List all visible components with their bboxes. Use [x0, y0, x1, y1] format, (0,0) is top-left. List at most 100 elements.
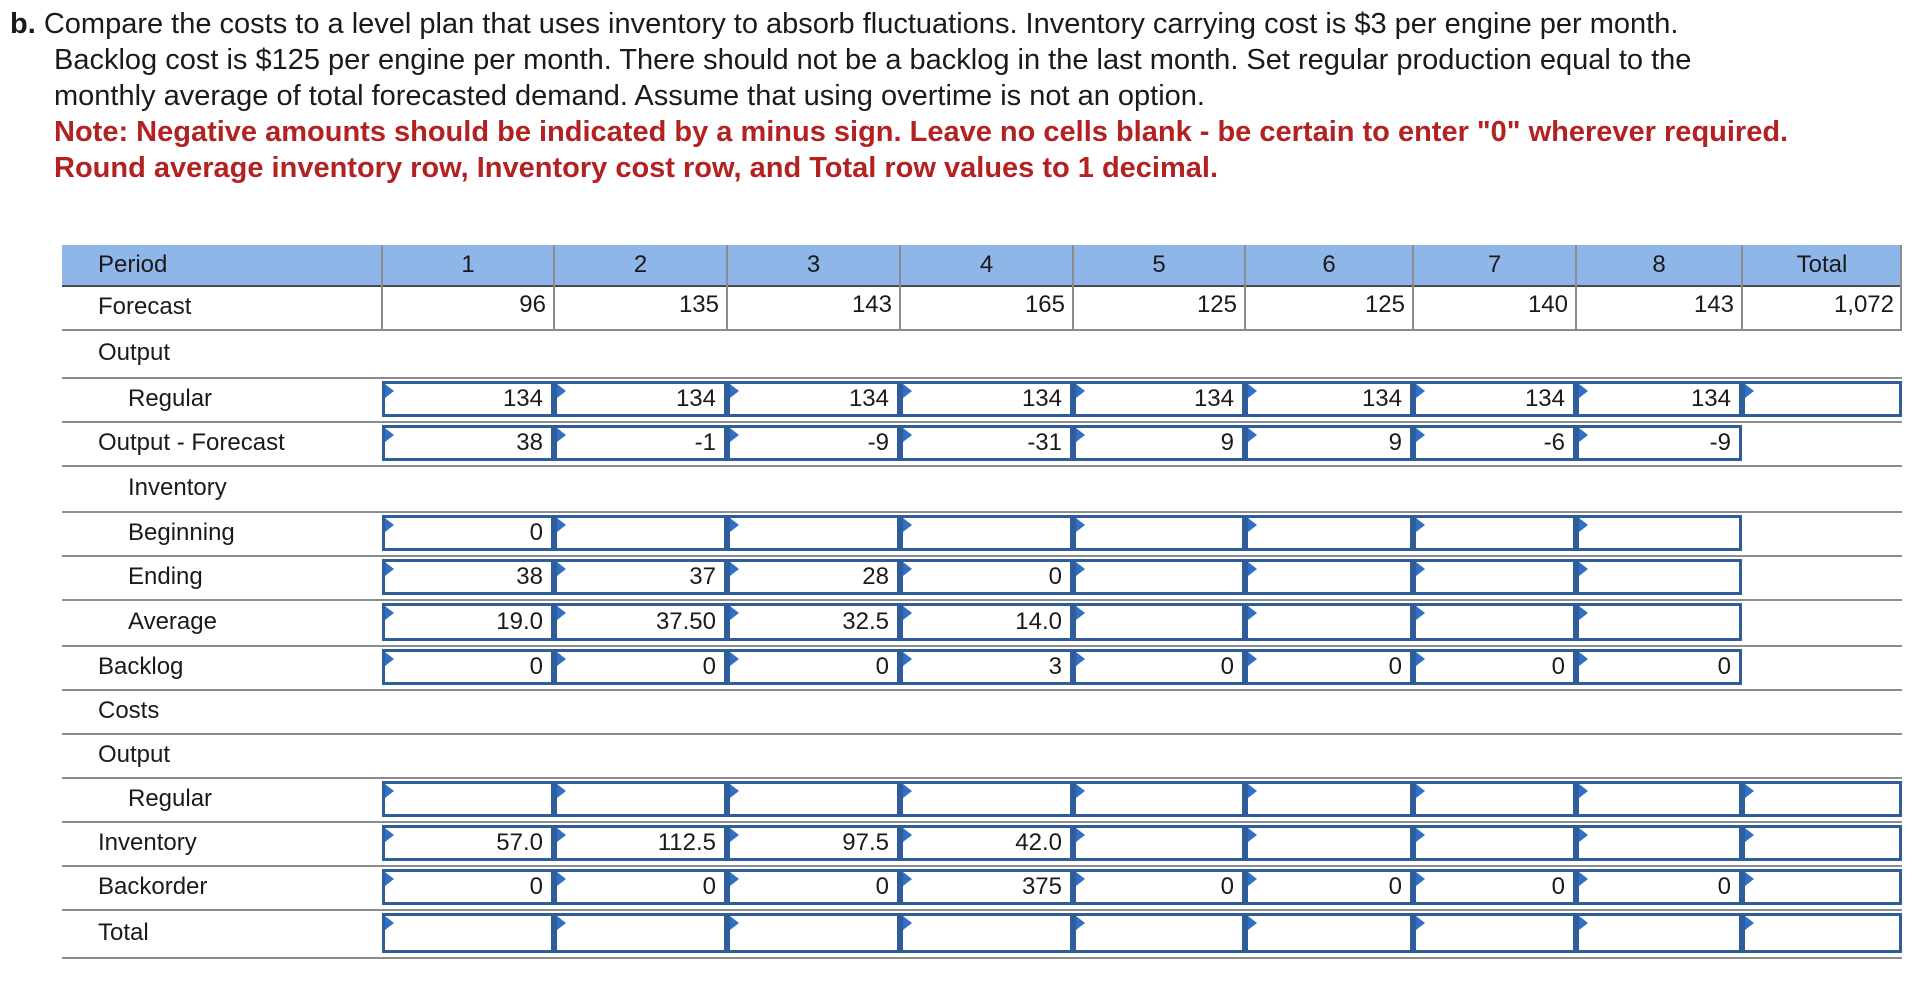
backlog-input-8[interactable]: 0	[1576, 649, 1742, 685]
forecast-value-6: 125	[1364, 291, 1405, 318]
beginning-input-7[interactable]	[1413, 515, 1576, 551]
ending-input-5[interactable]	[1073, 559, 1245, 595]
table-row-header: Period 1 2 3 4 5 6 7 8 Total	[62, 245, 1902, 287]
inventory-cost-input-3[interactable]: 97.5	[727, 825, 900, 861]
inventory-cost-input-2[interactable]: 112.5	[554, 825, 727, 861]
costs-regular-input-4[interactable]	[900, 781, 1073, 817]
inventory-cost-input-4[interactable]: 42.0	[900, 825, 1073, 861]
backorder-cost-input-1[interactable]: 0	[382, 869, 554, 905]
table-row-output-minus-forecast: Output - Forecast 38 -1 -9 -31 9 9 -6 -9	[62, 421, 1902, 467]
backlog-input-4[interactable]: 3	[900, 649, 1073, 685]
output-minus-forecast-input-8[interactable]: -9	[1576, 425, 1742, 461]
backlog-input-2[interactable]: 0	[554, 649, 727, 685]
question-line-3: monthly average of total forecasted dema…	[54, 80, 1205, 112]
beginning-input-5[interactable]	[1073, 515, 1245, 551]
beginning-input-1[interactable]: 0	[382, 515, 554, 551]
costs-regular-input-3[interactable]	[727, 781, 900, 817]
output-section-label: Output	[98, 339, 171, 366]
regular-input-2[interactable]: 134	[554, 381, 727, 417]
regular-input-4[interactable]: 134	[900, 381, 1073, 417]
total-input-3[interactable]	[727, 913, 900, 953]
costs-regular-input-6[interactable]	[1245, 781, 1413, 817]
output-minus-forecast-input-5[interactable]: 9	[1073, 425, 1245, 461]
output-minus-forecast-input-7[interactable]: -6	[1413, 425, 1576, 461]
average-input-6[interactable]	[1245, 603, 1413, 641]
backorder-cost-input-7[interactable]: 0	[1413, 869, 1576, 905]
costs-regular-input-5[interactable]	[1073, 781, 1245, 817]
table-right-edge	[1900, 245, 1902, 329]
regular-input-5[interactable]: 134	[1073, 381, 1245, 417]
output-minus-forecast-input-1[interactable]: 38	[382, 425, 554, 461]
total-input-1[interactable]	[382, 913, 554, 953]
average-input-8[interactable]	[1576, 603, 1742, 641]
costs-regular-input-1[interactable]	[382, 781, 554, 817]
inventory-cost-input-5[interactable]	[1073, 825, 1245, 861]
ending-input-3[interactable]: 28	[727, 559, 900, 595]
question-line-2: Backlog cost is $125 per engine per mont…	[54, 44, 1692, 76]
forecast-value-2: 135	[678, 291, 719, 318]
ending-input-1[interactable]: 38	[382, 559, 554, 595]
backlog-input-1[interactable]: 0	[382, 649, 554, 685]
backorder-cost-input-4[interactable]: 375	[900, 869, 1073, 905]
backlog-input-5[interactable]: 0	[1073, 649, 1245, 685]
beginning-input-6[interactable]	[1245, 515, 1413, 551]
period-header-6: 6	[1322, 251, 1336, 278]
average-label: Average	[128, 608, 217, 635]
backorder-cost-input-6[interactable]: 0	[1245, 869, 1413, 905]
beginning-input-3[interactable]	[727, 515, 900, 551]
beginning-input-4[interactable]	[900, 515, 1073, 551]
regular-input-1[interactable]: 134	[382, 381, 554, 417]
backorder-cost-input-5[interactable]: 0	[1073, 869, 1245, 905]
inventory-cost-input-7[interactable]	[1413, 825, 1576, 861]
ending-input-8[interactable]	[1576, 559, 1742, 595]
total-input-6[interactable]	[1245, 913, 1413, 953]
column-divider-7	[1412, 245, 1414, 329]
question-line-1-text: Compare the costs to a level plan that u…	[43, 8, 1679, 40]
backlog-input-3[interactable]: 0	[727, 649, 900, 685]
average-input-5[interactable]	[1073, 603, 1245, 641]
inventory-cost-input-6[interactable]	[1245, 825, 1413, 861]
output-minus-forecast-input-3[interactable]: -9	[727, 425, 900, 461]
costs-regular-input-7[interactable]	[1413, 781, 1576, 817]
total-total-input[interactable]	[1742, 913, 1902, 953]
inventory-cost-input-8[interactable]	[1576, 825, 1742, 861]
backlog-input-6[interactable]: 0	[1245, 649, 1413, 685]
costs-regular-total-input[interactable]	[1742, 781, 1902, 817]
output-minus-forecast-input-6[interactable]: 9	[1245, 425, 1413, 461]
beginning-input-2[interactable]	[554, 515, 727, 551]
question-text: b. Compare the costs to a level plan tha…	[10, 6, 1910, 186]
output-minus-forecast-input-4[interactable]: -31	[900, 425, 1073, 461]
ending-input-2[interactable]: 37	[554, 559, 727, 595]
ending-input-7[interactable]	[1413, 559, 1576, 595]
average-input-4[interactable]: 14.0	[900, 603, 1073, 641]
ending-input-4[interactable]: 0	[900, 559, 1073, 595]
note-line-2: Round average inventory row, Inventory c…	[54, 152, 1219, 184]
regular-input-8[interactable]: 134	[1576, 381, 1742, 417]
average-input-1[interactable]: 19.0	[382, 603, 554, 641]
output-minus-forecast-input-2[interactable]: -1	[554, 425, 727, 461]
average-input-2[interactable]: 37.50	[554, 603, 727, 641]
backorder-cost-total-input[interactable]	[1742, 869, 1902, 905]
total-input-4[interactable]	[900, 913, 1073, 953]
regular-total-input[interactable]	[1742, 381, 1902, 417]
forecast-value-1: 96	[519, 291, 546, 318]
inventory-cost-input-1[interactable]: 57.0	[382, 825, 554, 861]
ending-input-6[interactable]	[1245, 559, 1413, 595]
backorder-cost-input-8[interactable]: 0	[1576, 869, 1742, 905]
total-input-7[interactable]	[1413, 913, 1576, 953]
costs-regular-input-8[interactable]	[1576, 781, 1742, 817]
costs-regular-input-2[interactable]	[554, 781, 727, 817]
beginning-input-8[interactable]	[1576, 515, 1742, 551]
backlog-input-7[interactable]: 0	[1413, 649, 1576, 685]
backorder-cost-input-2[interactable]: 0	[554, 869, 727, 905]
regular-input-3[interactable]: 134	[727, 381, 900, 417]
total-input-2[interactable]	[554, 913, 727, 953]
regular-input-7[interactable]: 134	[1413, 381, 1576, 417]
average-input-7[interactable]	[1413, 603, 1576, 641]
average-input-3[interactable]: 32.5	[727, 603, 900, 641]
backorder-cost-input-3[interactable]: 0	[727, 869, 900, 905]
inventory-cost-total-input[interactable]	[1742, 825, 1902, 861]
total-input-8[interactable]	[1576, 913, 1742, 953]
regular-input-6[interactable]: 134	[1245, 381, 1413, 417]
total-input-5[interactable]	[1073, 913, 1245, 953]
